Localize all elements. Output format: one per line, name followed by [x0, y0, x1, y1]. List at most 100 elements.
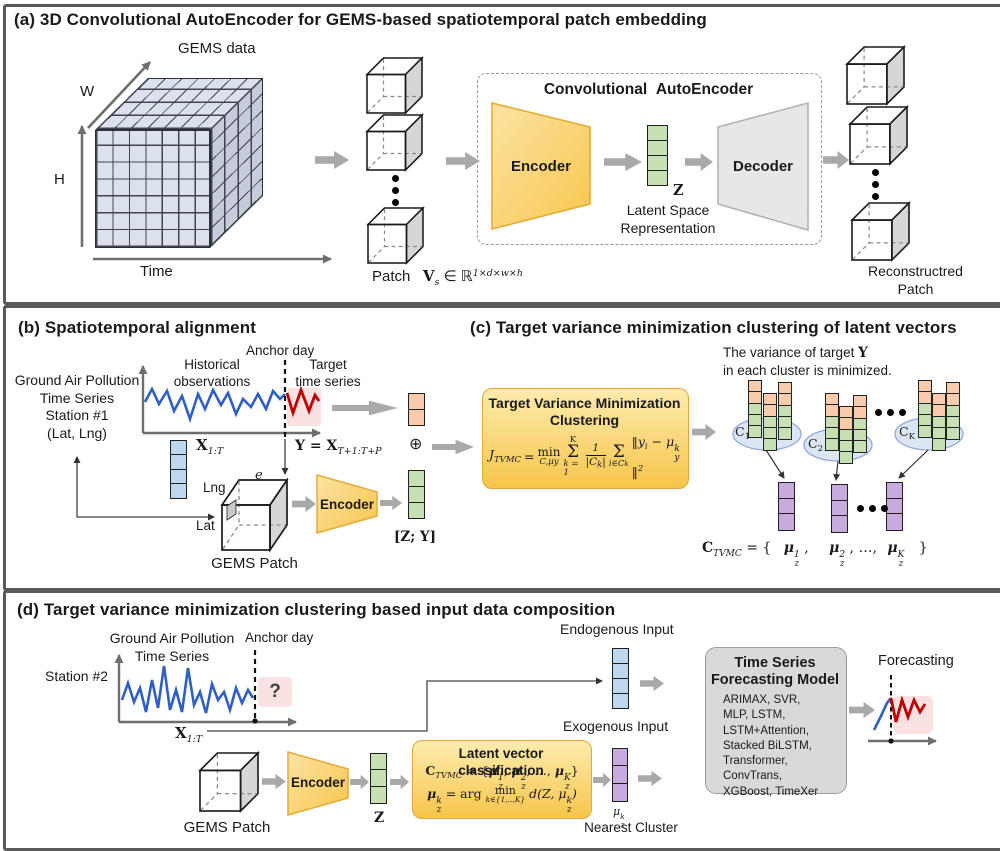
tvmc-title-line1: Target Variance Minimization — [488, 395, 681, 411]
target-line2: time series — [295, 374, 361, 389]
x1t-main: X — [196, 436, 208, 454]
tvmc-box — [482, 388, 689, 489]
model-list: ARIMAX, SVR, MLP, LSTM, LSTM+Attention, … — [723, 693, 818, 800]
question-mark: ? — [269, 681, 281, 702]
cluster1-stack3 — [778, 382, 792, 440]
f-frac-den-sub: k — [597, 459, 603, 470]
cls2-dsup: k — [566, 795, 573, 806]
c-note-y: Y — [858, 345, 868, 361]
f-sum2-bot-sub: k — [624, 460, 629, 469]
cls-m1sup: 1 — [497, 773, 504, 783]
panel-bc: (b) Spatiotemporal alignment Ground Air … — [3, 305, 1000, 591]
patch-formula: Patch Vs ∈ ℝ1×d×w×h — [372, 267, 523, 288]
f-frac-den: |C — [585, 455, 598, 468]
cls-sep2: , …, — [526, 763, 551, 778]
cls-mksub: z — [564, 782, 570, 793]
target-line1: Target — [309, 357, 347, 372]
z-label: Z — [673, 182, 684, 199]
cluster2-stack3 — [853, 395, 867, 453]
recon-cube-3 — [851, 202, 910, 261]
endogenous-vector — [612, 648, 629, 710]
forecasting-model-box — [705, 647, 847, 794]
cls2-d: d(Z, μ — [529, 785, 567, 801]
cluster1-stack2 — [763, 393, 777, 451]
panel-a: (a) 3D Convolutional AutoEncoder for GEM… — [3, 4, 1000, 305]
cluster1-centroid-arrow — [765, 449, 785, 479]
lng-label: Lng — [203, 480, 226, 495]
target-y-vector — [408, 393, 425, 427]
model-item: XGBoost, TimeXer — [723, 785, 819, 798]
set-sep1: , — [804, 540, 809, 556]
f-norm-close: ‖ — [631, 463, 638, 479]
mu-sup: k — [620, 812, 625, 821]
f-frac-num: 1 — [592, 441, 600, 454]
lat-label: Lat — [196, 518, 215, 533]
patch-v-sub: s — [434, 277, 440, 288]
cluster-ellipsis-dots — [875, 409, 906, 416]
f-mu-sup: k — [674, 444, 680, 454]
model-box-title: Time Series Forecasting Model — [707, 655, 843, 690]
set-m2sup: 2 — [839, 550, 846, 560]
b-encoder-label: Encoder — [319, 497, 374, 512]
encoder-label: Encoder — [510, 158, 571, 175]
recon-caption-line2: Patch — [897, 280, 934, 297]
set-sep2: , …, — [849, 540, 877, 556]
patch-ellipsis-dots — [392, 175, 399, 206]
y-eq-sub: T+1:T+P — [337, 446, 382, 457]
nearest-cluster-label: Nearest Cluster — [584, 820, 678, 835]
f-sum1-bot: k = 1 — [563, 459, 579, 478]
station-line3: Station #1 — [45, 407, 109, 424]
d-x1t-main: X — [175, 724, 187, 742]
centroid-ellipsis-dots — [857, 505, 888, 512]
latent-caption-line2: Representation — [620, 219, 716, 236]
ck-sub: K — [908, 432, 915, 442]
c-note-1a: The variance of target — [723, 345, 855, 360]
cls-sep1: , — [503, 763, 508, 778]
ck-main: C — [899, 424, 909, 439]
target-series-line — [285, 385, 321, 418]
set-close: } — [918, 540, 928, 556]
d-gap-line2: Time Series — [134, 647, 210, 664]
cluster2-label: C2 — [808, 436, 823, 454]
model-title-line2: Forecasting Model — [710, 672, 840, 689]
panel-d: (d) Target variance minimization cluster… — [3, 590, 1000, 851]
c1-sub: 1 — [744, 432, 750, 442]
d-gems-patch-label: GEMS Patch — [183, 819, 271, 836]
cls-mksup: K — [563, 773, 571, 783]
f-J: J — [489, 447, 495, 463]
set-m1sub: z — [794, 559, 800, 570]
recon-cube-2 — [849, 106, 908, 165]
d-anchor-day-label: Anchor day — [245, 630, 314, 645]
panel-a-title: (a) 3D Convolutional AutoEncoder for GEM… — [14, 10, 707, 29]
c2-main: C — [808, 436, 818, 451]
y-eq-main: Y = X — [295, 438, 338, 454]
clusterk-stack2 — [932, 393, 946, 451]
classification-title: Latent vector classification — [458, 746, 544, 778]
station-line2: Time Series — [39, 389, 115, 406]
panel-d-shapes — [114, 650, 937, 816]
cluster1-label: C1 — [735, 424, 750, 442]
d-gap-line1: Ground Air Pollution — [109, 630, 235, 646]
cluster2-centroid-arrow — [833, 460, 841, 481]
f-norm-sub: i — [644, 442, 648, 452]
set-csub: TVMC — [713, 549, 742, 559]
patch-in-r: ∈ ℝ — [443, 268, 473, 285]
b-cube-hidden-edges — [222, 481, 286, 550]
clusterk-label: CK — [899, 424, 915, 442]
centroid-vector-1 — [778, 482, 795, 531]
c1-main: C — [735, 424, 745, 439]
station-line4: (Lat, Lng) — [47, 424, 107, 441]
model-item: ARIMAX, SVR, — [723, 694, 801, 706]
forecasting-label: Forecasting — [878, 653, 954, 669]
d-anchor-dot — [252, 718, 258, 724]
h-axis-label: H — [54, 171, 65, 188]
cls2-dclose: ) — [572, 785, 577, 801]
b-cube-front — [221, 504, 271, 551]
station2-series-line — [120, 665, 255, 715]
latent-caption: Latent Space Representation — [598, 202, 738, 237]
w-axis-arrow — [87, 61, 151, 129]
